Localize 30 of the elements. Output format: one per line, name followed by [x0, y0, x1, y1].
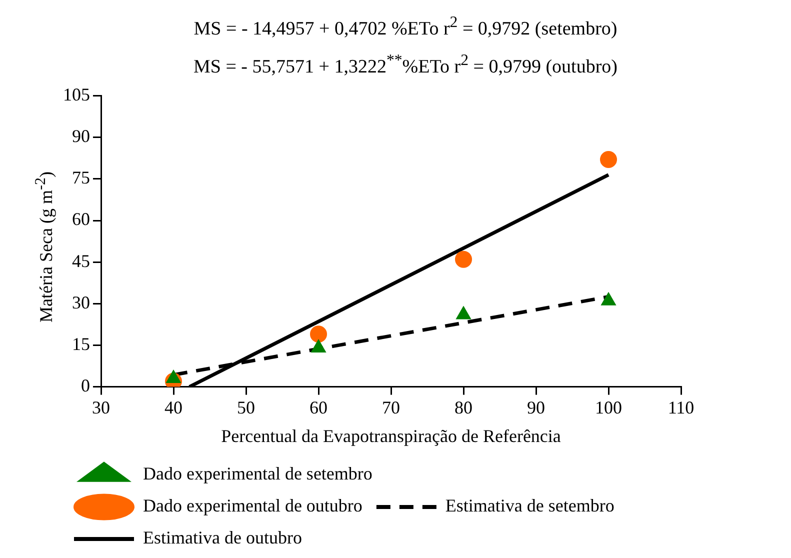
- x-tick-label: 80: [454, 397, 472, 418]
- point: [456, 306, 471, 320]
- point: [311, 340, 326, 352]
- y-tick-label: 15: [72, 334, 90, 354]
- x-tick-label: 50: [237, 397, 255, 418]
- y-tick-label: 90: [72, 126, 90, 146]
- legend-label: Estimativa de outubro: [143, 528, 302, 548]
- x-tick-label: 40: [164, 397, 182, 418]
- point: [166, 370, 181, 383]
- x-tick-label: 100: [595, 397, 622, 418]
- x-tick-label: 70: [382, 397, 400, 418]
- y-tick-label: 60: [72, 209, 90, 230]
- chart-subtitle: MS = - 55,7571 + 1,3222$^{**}$%ETo r$^{2}$ = 0,9799 (outubro): [192, 52, 618, 78]
- x-tick-label: 30: [92, 397, 110, 418]
- y-tick-label: 30: [72, 292, 90, 312]
- legend-label: Dado experimental de setembro: [143, 464, 372, 484]
- x-tick-label: 60: [310, 397, 328, 418]
- legend-label: Estimativa de setembro: [445, 496, 614, 516]
- point: [455, 250, 472, 268]
- y-tick-label: 75: [72, 168, 90, 188]
- x-tick-label: 110: [668, 397, 694, 418]
- legend-label: Dado experimental de outubro: [143, 496, 362, 516]
- y-tick-label: 0: [81, 376, 90, 396]
- x-axis-title: Percentual da Evapotranspiração de Referência: [221, 426, 561, 446]
- y-tick-label: 45: [72, 250, 90, 271]
- point: [601, 292, 616, 306]
- point: [600, 151, 617, 168]
- y-tick-label: 105: [63, 84, 90, 105]
- chart-title: MS = - 14,4957 + 0,4702 %ETo r$^{2}$ = 0,9792 (setembro): [192, 14, 618, 40]
- x-tick-label: 90: [527, 397, 545, 418]
